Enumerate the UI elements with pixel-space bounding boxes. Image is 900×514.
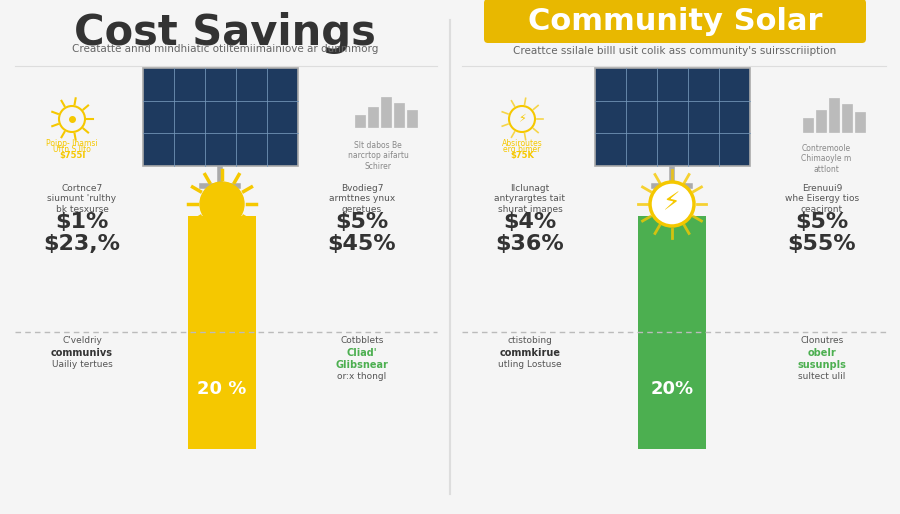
- Text: Cortnce7
siumunt 'rulthy
bk tesxurse: Cortnce7 siumunt 'rulthy bk tesxurse: [48, 184, 117, 214]
- Text: sultect ulil: sultect ulil: [798, 372, 846, 381]
- Bar: [381, 97, 391, 127]
- Text: llclunagt
antyrargtes tait
shurat imanes: llclunagt antyrargtes tait shurat imanes: [494, 184, 565, 214]
- Bar: [842, 104, 852, 132]
- FancyBboxPatch shape: [142, 68, 298, 166]
- Bar: [638, 216, 706, 449]
- Text: $45%: $45%: [328, 234, 396, 254]
- Text: Bvodieg7
armttnes ynux
geretues: Bvodieg7 armttnes ynux geretues: [328, 184, 395, 214]
- Text: Cotbblets: Cotbblets: [340, 336, 383, 345]
- Text: $5%: $5%: [796, 212, 849, 232]
- Text: obelr: obelr: [807, 348, 836, 358]
- Text: ⚡: ⚡: [518, 114, 526, 124]
- Text: ctistobing: ctistobing: [508, 336, 553, 345]
- Bar: [829, 98, 839, 132]
- Text: commkirue: commkirue: [500, 348, 561, 358]
- Text: Uftn S.llto: Uftn S.llto: [53, 145, 91, 154]
- Text: $75K: $75K: [510, 151, 534, 160]
- Text: $36%: $36%: [496, 234, 564, 254]
- Circle shape: [650, 182, 694, 226]
- Text: Cliad': Cliad': [346, 348, 377, 358]
- Text: $55%: $55%: [788, 234, 856, 254]
- Text: erg bimer: erg bimer: [503, 145, 541, 154]
- Text: $1%: $1%: [55, 212, 109, 232]
- Text: Erenuui9
whe Eisergy tios
ceaciront: Erenuui9 whe Eisergy tios ceaciront: [785, 184, 859, 214]
- Bar: [394, 103, 404, 127]
- Text: Absiroutes: Absiroutes: [501, 139, 543, 148]
- Text: Clonutres: Clonutres: [800, 336, 843, 345]
- FancyBboxPatch shape: [595, 68, 750, 166]
- FancyBboxPatch shape: [484, 0, 866, 43]
- Text: Uailiy tertues: Uailiy tertues: [51, 360, 112, 369]
- Text: $4%: $4%: [503, 212, 556, 232]
- Bar: [355, 115, 365, 127]
- Text: 20%: 20%: [651, 380, 694, 398]
- Bar: [803, 118, 813, 132]
- Bar: [407, 110, 417, 127]
- Text: Contremoole
Chimaoyle m
attlont: Contremoole Chimaoyle m attlont: [801, 144, 851, 174]
- Bar: [855, 112, 865, 132]
- Text: Creattce ssilale billl usit colik ass community's suirsscriiiption: Creattce ssilale billl usit colik ass co…: [513, 46, 837, 56]
- Circle shape: [200, 182, 244, 226]
- Text: susunpls: susunpls: [797, 360, 846, 370]
- Text: C'veldriy: C'veldriy: [62, 336, 102, 345]
- Text: communivs: communivs: [51, 348, 113, 358]
- Text: 20 %: 20 %: [197, 380, 247, 398]
- Text: Glibsnear: Glibsnear: [336, 360, 389, 370]
- Text: $755l: $755l: [58, 151, 86, 160]
- Bar: [188, 216, 256, 449]
- Bar: [368, 107, 378, 127]
- Text: ⚡: ⚡: [663, 191, 680, 215]
- Text: $23,%: $23,%: [43, 234, 121, 254]
- Text: Creatatte annd mindhiatic otiltemiimainiovе ar dunmmorg: Creatatte annd mindhiatic otiltemiimaini…: [72, 44, 378, 54]
- Text: $5%: $5%: [336, 212, 389, 232]
- Text: Slt dabos Be
narcrtop aifartu
Schirer: Slt dabos Be narcrtop aifartu Schirer: [347, 141, 409, 171]
- Text: utling Lostuse: utling Lostuse: [499, 360, 562, 369]
- Text: Poipp- Inamsi: Poipp- Inamsi: [46, 139, 98, 148]
- Text: or:x thongl: or:x thongl: [338, 372, 387, 381]
- Text: Cost Savings: Cost Savings: [74, 12, 376, 54]
- Bar: [816, 110, 826, 132]
- Text: Community Solar: Community Solar: [527, 7, 823, 35]
